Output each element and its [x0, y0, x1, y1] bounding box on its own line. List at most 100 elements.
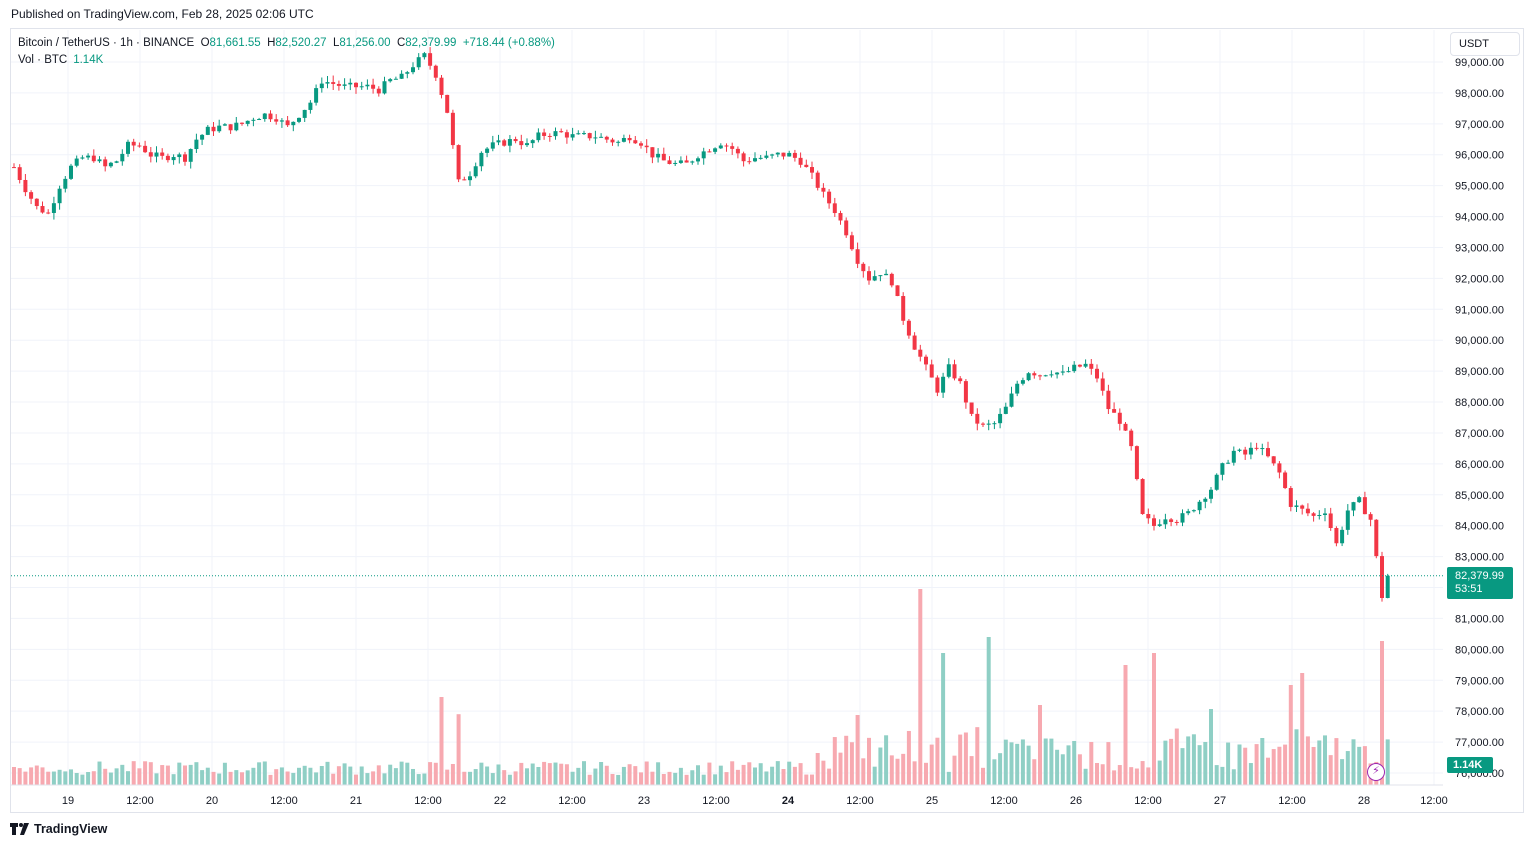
- volume-bar: [1009, 742, 1014, 785]
- volume-bar: [1055, 749, 1060, 785]
- volume-bar: [1277, 746, 1282, 785]
- volume-bar: [667, 771, 672, 785]
- candle-body: [120, 153, 125, 162]
- brand-name: TradingView: [34, 822, 108, 836]
- candle-body: [217, 125, 222, 132]
- volume-bar: [912, 761, 917, 785]
- volume-bar: [1311, 746, 1316, 785]
- candle-body: [832, 203, 837, 214]
- volume-bar: [274, 769, 279, 785]
- volume-bar: [291, 772, 296, 785]
- candle-body: [1140, 479, 1145, 515]
- volume-bar: [120, 764, 125, 785]
- volume-bar: [348, 766, 353, 785]
- price-tick-label: 83,000.00: [1455, 552, 1504, 564]
- volume-bar: [1112, 770, 1117, 785]
- candle-body: [958, 378, 963, 382]
- volume-bar: [222, 762, 227, 785]
- candle-body: [861, 263, 866, 272]
- time-tick-label: 24: [782, 795, 795, 807]
- volume-bar: [906, 730, 911, 785]
- candle-body: [371, 84, 376, 89]
- candle-body: [1191, 510, 1196, 512]
- tradingview-logo-icon: [10, 823, 29, 835]
- candle-body: [673, 162, 678, 164]
- volume-bar: [696, 765, 700, 785]
- volume-bar: [137, 768, 142, 785]
- candle-body: [479, 152, 484, 167]
- price-tick-label: 90,000.00: [1455, 335, 1504, 347]
- candle-body: [240, 122, 244, 124]
- candle-body: [314, 88, 319, 103]
- currency-button[interactable]: USDT: [1450, 32, 1520, 56]
- candle-body: [1357, 497, 1362, 503]
- candle-body: [1077, 364, 1082, 367]
- candle-body: [901, 296, 906, 321]
- candle-body: [878, 275, 883, 277]
- volume-bar: [1385, 739, 1390, 785]
- volume-bar: [1020, 739, 1025, 785]
- candle-body: [667, 160, 672, 164]
- candle-body: [815, 172, 820, 188]
- candle-body: [1243, 449, 1248, 455]
- candle-body: [51, 203, 56, 213]
- volume-bar: [1140, 761, 1145, 785]
- candle-body: [1203, 498, 1208, 502]
- volume-bar: [838, 752, 843, 785]
- volume-bar: [1283, 744, 1288, 785]
- volume-bar: [661, 774, 666, 785]
- volume-bar: [781, 769, 786, 785]
- symbol-label[interactable]: Bitcoin / TetherUS · 1h · BINANCE: [18, 37, 195, 49]
- volume-label[interactable]: Vol · BTC: [18, 54, 68, 66]
- volume-bar: [1254, 744, 1259, 785]
- volume-bar: [747, 762, 752, 785]
- volume-bar: [262, 761, 267, 785]
- candle-body: [1214, 474, 1219, 490]
- volume-bar: [439, 697, 444, 785]
- candle-body: [319, 83, 324, 89]
- volume-bar: [279, 767, 284, 785]
- candle-body: [1180, 513, 1185, 523]
- candle-body: [1038, 375, 1042, 377]
- candle-body: [485, 148, 490, 153]
- volume-bar: [519, 762, 524, 785]
- candle-body: [262, 113, 267, 120]
- candle-body: [1146, 514, 1151, 519]
- volume-bar: [1191, 734, 1196, 785]
- volume-bar: [154, 773, 159, 785]
- candle-body: [867, 271, 871, 281]
- volume-bar: [1169, 738, 1174, 785]
- candle-body: [701, 151, 706, 159]
- candle-body: [1305, 508, 1310, 514]
- candle-body: [633, 140, 638, 144]
- volume-bar: [46, 771, 51, 785]
- volume-bar: [1106, 742, 1111, 785]
- price-tick-label: 88,000.00: [1455, 397, 1504, 409]
- candle-body: [1112, 409, 1117, 413]
- volume-bar: [724, 772, 729, 785]
- candle-body: [359, 86, 364, 88]
- volume-bar: [342, 763, 347, 785]
- lightning-icon[interactable]: ⚡: [1367, 763, 1385, 781]
- candle-body: [393, 78, 398, 80]
- volume-bar: [257, 762, 262, 785]
- candle-body: [798, 157, 803, 165]
- candle-body: [872, 276, 877, 281]
- candle-body: [1277, 463, 1282, 473]
- volume-bar: [1146, 767, 1151, 785]
- candle-body: [200, 134, 205, 140]
- candle-body: [1260, 448, 1265, 450]
- candle-body: [416, 57, 421, 68]
- volume-bar: [735, 769, 740, 785]
- volume-bar: [69, 769, 73, 785]
- volume-bar: [496, 764, 501, 785]
- volume-bar: [1317, 740, 1322, 785]
- volume-bar: [1003, 739, 1008, 785]
- candle-body: [1157, 524, 1162, 526]
- volume-bar: [171, 774, 176, 785]
- volume-bar: [445, 769, 450, 785]
- candle-body: [388, 79, 393, 82]
- volume-bar: [633, 766, 638, 785]
- volume-bar: [34, 765, 39, 785]
